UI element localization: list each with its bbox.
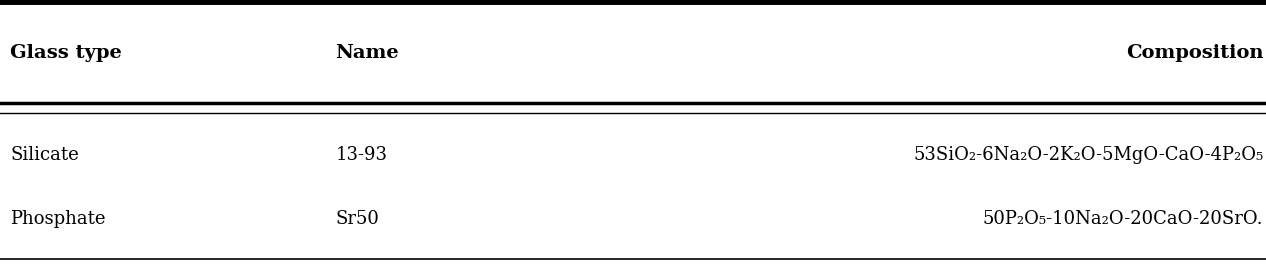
Text: Composition: Composition	[1125, 44, 1263, 62]
Text: Silicate: Silicate	[10, 146, 78, 164]
Text: Name: Name	[335, 44, 399, 62]
Text: 53SiO₂-6Na₂O-2K₂O-5MgO-CaO-4P₂O₅: 53SiO₂-6Na₂O-2K₂O-5MgO-CaO-4P₂O₅	[913, 146, 1263, 164]
Text: 13-93: 13-93	[335, 146, 387, 164]
Text: Glass type: Glass type	[10, 44, 122, 62]
Text: Sr50: Sr50	[335, 210, 380, 228]
Text: Phosphate: Phosphate	[10, 210, 105, 228]
Text: 50P₂O₅-10Na₂O-20CaO-20SrO.: 50P₂O₅-10Na₂O-20CaO-20SrO.	[982, 210, 1263, 228]
